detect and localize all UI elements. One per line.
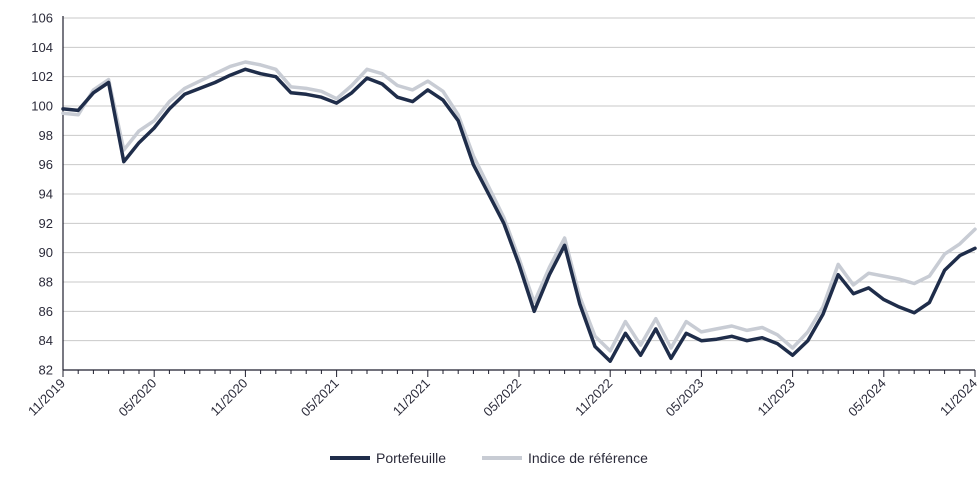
x-tick-label: 11/2020 [207,376,250,419]
y-tick-label: 100 [31,99,53,114]
x-tick-label: 11/2021 [390,376,433,419]
y-tick-label: 92 [39,216,53,231]
y-tick-label: 84 [39,333,53,348]
series-lines [61,60,977,363]
series-line-1 [61,60,977,353]
y-tick-label: 86 [39,304,53,319]
series-line-0 [61,67,977,363]
x-tick-label: 05/2022 [480,376,524,420]
y-tick-label: 88 [39,275,53,290]
y-tick-label: 90 [39,245,53,260]
x-tick-label: 05/2021 [298,376,342,420]
legend-label: Indice de référence [528,450,648,466]
x-tick-label: 05/2023 [663,376,707,420]
x-tick-label: 05/2024 [845,376,889,420]
x-tick-label: 11/2022 [572,376,615,419]
legend-label: Portefeuille [376,450,446,466]
y-tick-label: 106 [31,11,53,26]
grid [63,17,975,342]
x-axis-ticks: 11/2019 05/2020 11/2020 05/2021 11/2021 05/20… [25,376,980,420]
y-tick-label: 102 [31,69,53,84]
x-tick-label: 11/2019 [25,376,68,419]
y-tick-label: 96 [39,157,53,172]
axes [62,16,976,377]
y-axis-ticks: 82 84 86 88 90 92 94 96 98 100 102 104 106 [31,11,53,378]
y-tick-label: 104 [31,40,53,55]
y-tick-label: 98 [39,128,53,143]
y-tick-label: 94 [39,187,53,202]
x-tick-label: 11/2023 [755,376,798,419]
x-tick-label: 11/2024 [937,376,980,419]
y-tick-label: 82 [39,363,53,378]
x-tick-label: 05/2020 [115,376,159,420]
legend: Portefeuille Indice de référence [330,450,648,466]
